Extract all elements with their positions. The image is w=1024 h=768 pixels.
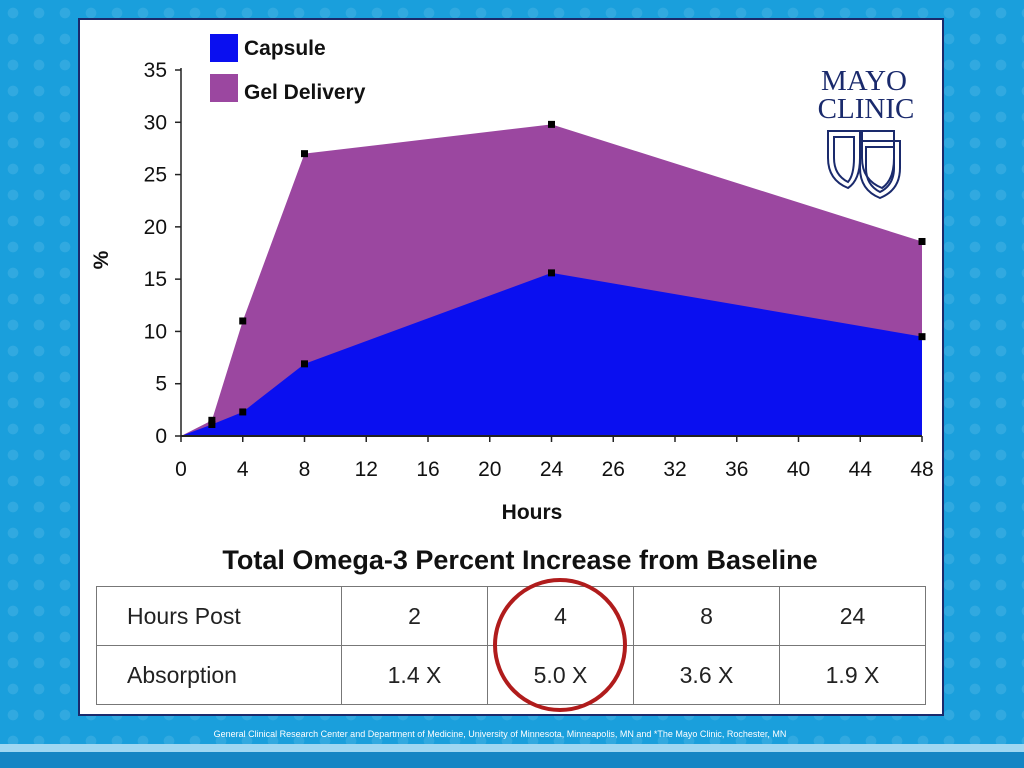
table-row-absorption: Absorption 1.4 X 5.0 X 3.6 X 1.9 X [96, 645, 926, 705]
absorption-table: Hours Post 2 4 8 24 Absorption 1.4 X 5.0… [96, 586, 926, 705]
data-point [301, 150, 308, 158]
y-tick-label: 15 [144, 268, 167, 291]
table-cell: 24 [779, 586, 926, 646]
y-tick-label: 5 [155, 373, 167, 396]
x-tick-label: 26 [602, 458, 625, 481]
x-tick-label: 44 [849, 458, 873, 481]
y-tick-label: 10 [144, 320, 167, 343]
capsule-area [181, 272, 922, 436]
data-point [208, 416, 216, 424]
x-tick-label: 12 [355, 458, 378, 481]
x-tick-label: 8 [299, 458, 311, 481]
legend-label-capsule: Capsule [244, 37, 326, 60]
data-point [548, 120, 555, 128]
x-tick-label: 40 [787, 458, 810, 481]
x-tick-label: 0 [175, 458, 187, 481]
source-note: General Clinical Research Center and Dep… [213, 729, 787, 739]
footer-band [0, 744, 1024, 752]
x-tick-label: 24 [540, 458, 564, 481]
table-cell-absorption-label: Absorption [96, 645, 342, 705]
table-cell: 1.9 X [779, 645, 926, 705]
markers-group [208, 120, 926, 428]
data-point [301, 360, 308, 368]
x-tick-label: 48 [910, 458, 933, 481]
x-tick-label: 16 [416, 458, 439, 481]
chart-title: Total Omega-3 Percent Increase from Base… [222, 545, 817, 575]
x-axis-title: Hours [502, 501, 563, 524]
y-tick-label: 20 [144, 216, 167, 239]
data-point [239, 408, 247, 416]
table-cell: 2 [341, 586, 488, 646]
legend-label-gel: Gel Delivery [244, 81, 366, 104]
y-axis-title: % [90, 250, 113, 269]
data-point [239, 317, 247, 325]
shield-icon [827, 130, 901, 200]
x-tick-label: 36 [725, 458, 748, 481]
legend-swatch-capsule [210, 34, 238, 62]
data-point [918, 333, 926, 341]
y-tick-label: 0 [155, 425, 167, 448]
y-tick-label: 25 [144, 164, 167, 187]
legend-swatch-gel [210, 74, 238, 102]
table-cell: 1.4 X [341, 645, 488, 705]
x-tick-label: 32 [663, 458, 686, 481]
table-cell: 8 [633, 586, 780, 646]
logo-line2: CLINIC [818, 93, 915, 125]
table-cell: 3.6 X [633, 645, 780, 705]
data-point [208, 420, 216, 428]
legend: Capsule Gel Delivery [210, 34, 366, 104]
capsule-area-group [181, 272, 922, 436]
data-point [918, 237, 926, 245]
x-tick-label: 20 [478, 458, 501, 481]
data-point [548, 269, 555, 277]
x-tick-label: 4 [237, 458, 249, 481]
table-cell: 4 [487, 586, 634, 646]
table-cell-hours-label: Hours Post [96, 586, 342, 646]
logo-line1: MAYO [821, 65, 907, 97]
footer-band-dark [0, 752, 1024, 768]
y-tick-label: 30 [144, 111, 167, 134]
table-cell: 5.0 X [487, 645, 634, 705]
table-row-hours: Hours Post 2 4 8 24 [96, 586, 926, 646]
y-tick-label: 35 [144, 59, 167, 82]
mayo-clinic-logo: MAYO CLINIC [818, 65, 915, 200]
